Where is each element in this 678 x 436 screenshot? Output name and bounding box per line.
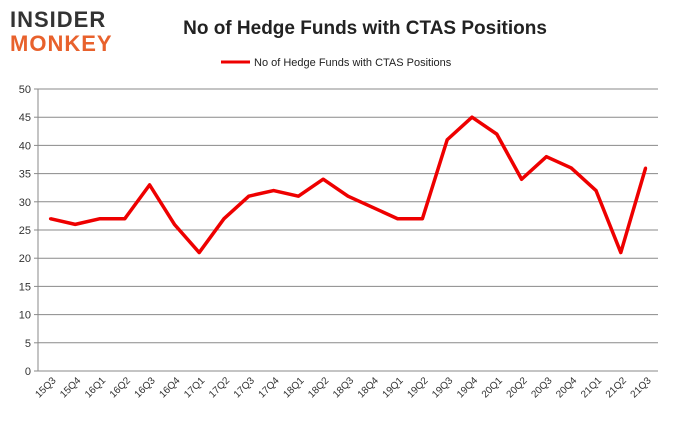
data-point <box>296 194 300 198</box>
logo-line2: MONKEY <box>10 31 113 56</box>
y-tick-label: 5 <box>25 338 31 350</box>
x-tick-label: 20Q4 <box>554 375 579 400</box>
x-tick-label: 19Q3 <box>430 375 455 400</box>
x-tick-label: 17Q3 <box>232 375 257 400</box>
y-tick-label: 10 <box>19 310 31 322</box>
data-point <box>321 177 325 181</box>
x-tick-label: 15Q4 <box>58 375 83 400</box>
data-point <box>148 183 152 187</box>
data-point <box>222 217 226 221</box>
x-tick-label: 18Q2 <box>306 375 331 400</box>
data-point <box>396 217 400 221</box>
x-tick-label: 20Q1 <box>480 375 505 400</box>
y-tick-label: 25 <box>19 225 31 237</box>
x-tick-label: 15Q3 <box>33 375 58 400</box>
data-point <box>544 155 548 159</box>
data-point <box>619 251 623 255</box>
x-tick-label: 18Q3 <box>331 375 356 400</box>
x-tick-label: 21Q1 <box>579 375 604 400</box>
x-tick-label: 20Q2 <box>505 375 530 400</box>
legend-label: No of Hedge Funds with CTAS Positions <box>254 57 452 69</box>
data-point <box>644 166 648 170</box>
data-point <box>594 189 598 193</box>
logo-line1: INSIDER <box>10 7 106 32</box>
x-tick-label: 18Q4 <box>356 375 381 400</box>
legend: No of Hedge Funds with CTAS Positions <box>221 57 452 69</box>
data-point <box>346 194 350 198</box>
y-tick-label: 35 <box>19 169 31 181</box>
data-point <box>495 132 499 136</box>
y-tick-label: 50 <box>19 84 31 96</box>
data-point <box>569 166 573 170</box>
x-tick-label: 16Q2 <box>108 375 133 400</box>
y-tick-label: 40 <box>19 140 31 152</box>
series-line <box>50 115 648 255</box>
data-point <box>371 205 375 209</box>
data-point <box>172 222 176 226</box>
x-tick-label: 18Q1 <box>281 375 306 400</box>
y-tick-label: 45 <box>19 112 31 124</box>
chart-title: No of Hedge Funds with CTAS Positions <box>183 18 547 39</box>
data-point <box>98 217 102 221</box>
y-tick-label: 15 <box>19 281 31 293</box>
x-tick-label: 21Q3 <box>629 375 654 400</box>
x-tick-label: 17Q1 <box>182 375 207 400</box>
x-tick-label: 20Q3 <box>529 375 554 400</box>
x-tick-label: 16Q1 <box>83 375 108 400</box>
data-point <box>123 217 127 221</box>
data-point <box>272 189 276 193</box>
x-tick-label: 19Q1 <box>381 375 406 400</box>
x-tick-label: 16Q4 <box>157 375 182 400</box>
y-tick-label: 0 <box>25 366 31 378</box>
data-point <box>48 217 52 221</box>
x-tick-label: 16Q3 <box>133 375 158 400</box>
data-point <box>445 138 449 142</box>
data-point <box>73 222 77 226</box>
data-point <box>520 177 524 181</box>
x-tick-label: 19Q4 <box>455 375 480 400</box>
data-point <box>420 217 424 221</box>
x-tick-label: 19Q2 <box>405 375 430 400</box>
x-tick-label: 17Q4 <box>257 375 282 400</box>
x-tick-label: 21Q2 <box>604 375 629 400</box>
y-tick-label: 20 <box>19 253 31 265</box>
logo: INSIDER MONKEY <box>10 7 113 56</box>
data-point <box>247 194 251 198</box>
x-tick-label: 17Q2 <box>207 375 232 400</box>
data-point <box>470 115 474 119</box>
y-tick-label: 30 <box>19 197 31 209</box>
data-point <box>197 251 201 255</box>
